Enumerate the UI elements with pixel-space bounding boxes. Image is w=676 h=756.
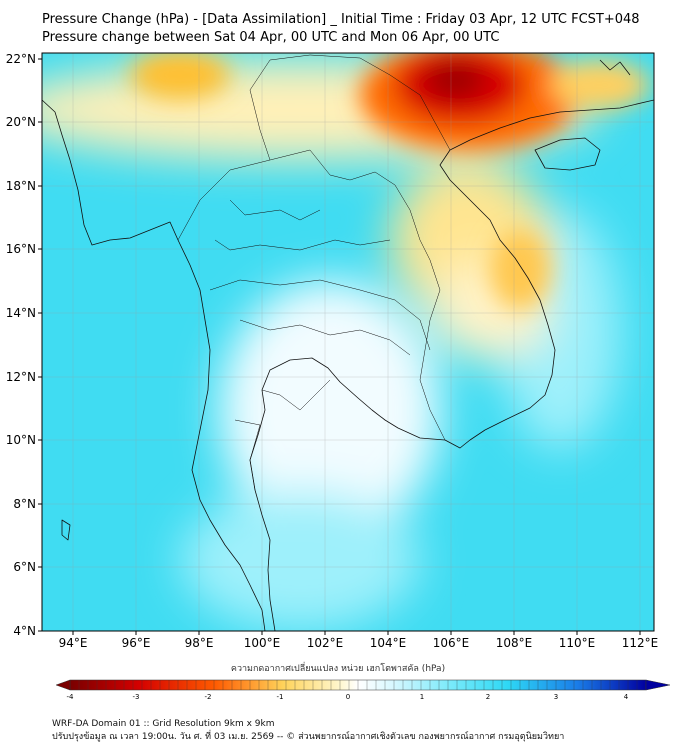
lon-label: 112°E	[622, 636, 659, 650]
lat-labels: 22°N 20°N 18°N 16°N 14°N 12°N 10°N 8°N 6…	[6, 52, 36, 638]
lon-label: 96°E	[122, 636, 151, 650]
colorbar-tick: -4	[67, 693, 75, 701]
lat-label: 20°N	[6, 115, 36, 129]
colorbar-tick: 2	[486, 693, 490, 701]
colorbar-minor-ticks	[78, 680, 638, 690]
triangle-right-icon	[645, 679, 671, 691]
axis-ticks	[38, 58, 641, 635]
lat-label: 16°N	[6, 242, 36, 256]
lat-label: 12°N	[6, 370, 36, 384]
lon-label: 108°E	[496, 636, 533, 650]
lat-label: 4°N	[13, 624, 36, 638]
colorbar-tick: 3	[554, 693, 558, 701]
footer-domain-info: WRF-DA Domain 01 :: Grid Resolution 9km …	[52, 719, 275, 729]
lat-label: 18°N	[6, 179, 36, 193]
colorbar-tick: -3	[133, 693, 140, 701]
colorbar-tick: -1	[277, 693, 284, 701]
lon-label: 100°E	[244, 636, 281, 650]
footer-update-info: ปรับปรุงข้อมูล ณ เวลา 19:00น. วัน ศ. ที่…	[52, 732, 565, 742]
lon-label: 106°E	[433, 636, 470, 650]
lat-label: 10°N	[6, 433, 36, 447]
lon-label: 110°E	[559, 636, 596, 650]
colorbar-tick: -2	[205, 693, 212, 701]
lon-label: 94°E	[59, 636, 88, 650]
colorbar: -4 -3 -2 -1 0 1 2 3 4	[55, 679, 671, 701]
lat-label: 6°N	[13, 560, 36, 574]
lat-label: 14°N	[6, 306, 36, 320]
map-title: Pressure Change (hPa) - [Data Assimilati…	[42, 12, 640, 27]
map-subtitle: Pressure change between Sat 04 Apr, 00 U…	[42, 30, 500, 45]
lat-label: 22°N	[6, 52, 36, 66]
pressure-field	[42, 53, 654, 631]
colorbar-tick: 1	[420, 693, 424, 701]
grid-lines	[42, 53, 654, 631]
lat-label: 8°N	[13, 497, 36, 511]
colorbar-title: ความกดอากาศเปลี่ยนแปลง หน่วย เฮกโตพาสคัล…	[230, 664, 446, 674]
coastlines	[42, 59, 654, 631]
triangle-left-icon	[55, 679, 71, 691]
colorbar-tick: 0	[346, 693, 350, 701]
borders	[177, 54, 451, 491]
plot-frame	[41, 52, 655, 632]
colorbar-tick: 4	[624, 693, 629, 701]
lon-label: 104°E	[370, 636, 407, 650]
lon-label: 102°E	[307, 636, 344, 650]
lon-labels: 94°E 96°E 98°E 100°E 102°E 104°E 106°E 1…	[59, 636, 659, 650]
lon-label: 98°E	[185, 636, 214, 650]
